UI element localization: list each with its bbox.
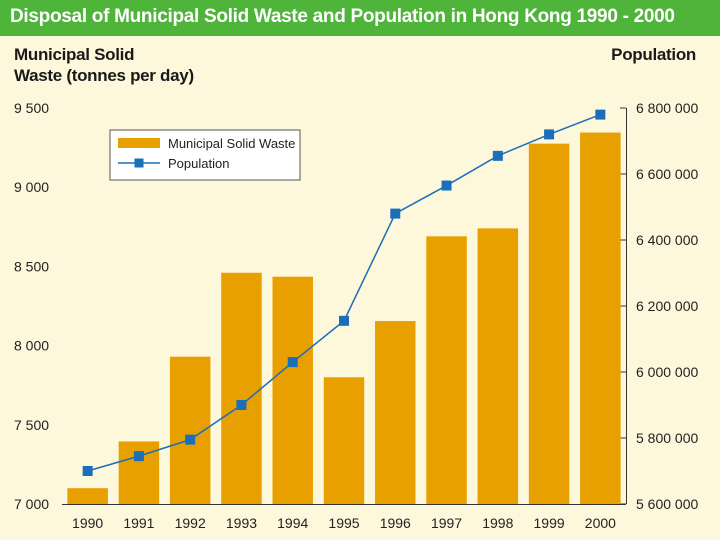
left-tick-label: 7 000 [14, 496, 49, 512]
x-tick-label: 1998 [482, 515, 513, 531]
bar-series [67, 132, 621, 504]
x-tick-label: 1990 [72, 515, 103, 531]
bar-1999 [528, 143, 570, 504]
right-tick-label: 5 800 000 [636, 430, 698, 446]
x-axis: 1990 1991 1992 1993 1994 1995 1996 1997 1998 1999… [62, 504, 626, 531]
population-point-2000 [595, 109, 606, 120]
right-axis-title: Population [611, 45, 696, 64]
legend-bar-swatch [118, 138, 160, 148]
left-tick-label: 8 500 [14, 258, 49, 274]
x-tick-label: 2000 [585, 515, 616, 531]
bar-1998 [477, 228, 519, 504]
x-tick-label: 1995 [328, 515, 359, 531]
left-tick-label: 7 500 [14, 417, 49, 433]
right-tick-label: 5 600 000 [636, 496, 698, 512]
population-series [82, 109, 606, 476]
x-tick-label: 1992 [175, 515, 206, 531]
bar-1996 [375, 321, 416, 504]
right-tick-label: 6 600 000 [636, 166, 698, 182]
population-point-1996 [390, 208, 401, 219]
legend-marker-swatch [134, 158, 144, 168]
bar-1993 [221, 272, 262, 504]
x-tick-label: 1999 [534, 515, 565, 531]
left-tick-label: 8 000 [14, 338, 49, 354]
right-axis: 5 600 000 5 800 000 6 000 000 6 200 000 6 40… [620, 100, 698, 512]
population-point-1995 [339, 315, 349, 326]
right-tick-label: 6 400 000 [636, 232, 698, 248]
x-tick-label: 1997 [431, 515, 462, 531]
x-tick-label: 1991 [123, 515, 154, 531]
population-point-1997 [441, 180, 452, 191]
legend-label-waste: Municipal Solid Waste [168, 136, 295, 151]
left-axis-title-line2: Waste (tonnes per day) [14, 66, 194, 85]
x-tick-label: 1996 [380, 515, 411, 531]
population-point-1999 [544, 129, 555, 140]
left-axis-title-line1: Municipal Solid [14, 45, 135, 64]
left-tick-label: 9 500 [14, 100, 49, 116]
title-bar: Disposal of Municipal Solid Waste and Po… [0, 0, 720, 36]
chart-title: Disposal of Municipal Solid Waste and Po… [10, 6, 675, 27]
population-point-1992 [185, 434, 196, 445]
x-tick-label: 1994 [277, 515, 308, 531]
bar-1995 [323, 377, 365, 504]
population-point-1998 [492, 150, 503, 161]
population-point-1993 [236, 400, 247, 410]
bar-2000 [580, 132, 621, 504]
population-point-1991 [133, 451, 144, 462]
left-axis-title: Municipal Solid Waste (tonnes per day) [14, 44, 194, 86]
population-point-1990 [82, 466, 93, 476]
x-tick-label: 1993 [226, 515, 257, 531]
legend: Municipal Solid Waste Population [109, 129, 301, 181]
legend-label-population: Population [168, 156, 229, 171]
population-point-1994 [287, 357, 298, 368]
left-tick-label: 9 000 [14, 179, 49, 195]
left-axis: 7 000 7 500 8 000 8 500 9 000 9 500 [14, 100, 49, 512]
bar-1997 [426, 236, 467, 504]
right-tick-label: 6 800 000 [636, 100, 698, 116]
bar-1994 [272, 276, 313, 504]
bar-1990 [67, 488, 108, 504]
right-tick-label: 6 200 000 [636, 298, 698, 314]
right-tick-label: 6 000 000 [636, 364, 698, 380]
